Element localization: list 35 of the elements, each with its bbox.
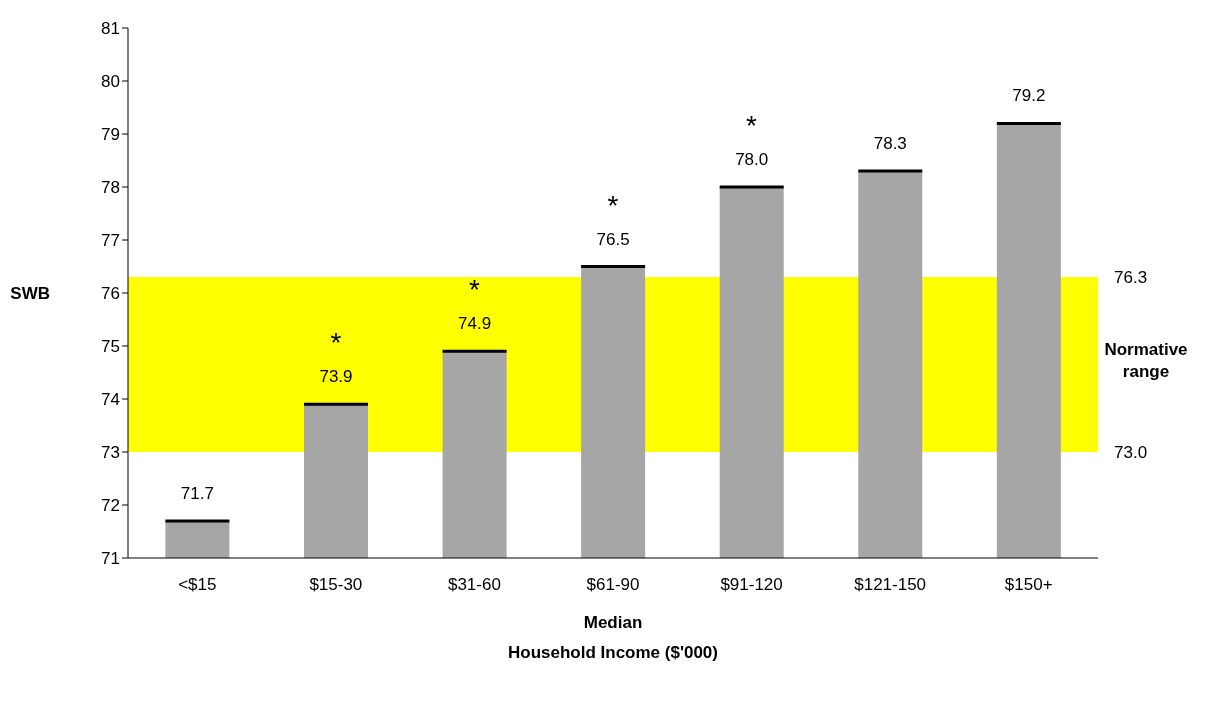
y-tick-label: 77 xyxy=(101,231,120,251)
x-tick-label: $121-150 xyxy=(854,575,927,595)
y-tick-label: 81 xyxy=(101,19,120,39)
data-label: 78.3 xyxy=(873,134,907,154)
y-tick-label: 71 xyxy=(101,549,120,569)
data-label: 74.9 xyxy=(458,314,492,334)
text: 76.3 xyxy=(1114,268,1148,288)
x-tick-label: <$15 xyxy=(178,575,217,595)
y-tick-label: 72 xyxy=(101,496,120,516)
text: 73.0 xyxy=(1114,443,1148,463)
data-label: 76.5 xyxy=(596,229,630,249)
annotation: * xyxy=(468,274,480,306)
x-tick-label: $91-120 xyxy=(720,575,783,595)
x-axis-title: Household Income ($'000) xyxy=(508,643,718,662)
y-tick-label: 74 xyxy=(101,390,120,410)
y-tick-label: 78 xyxy=(101,178,120,198)
x-tick-label: $31-60 xyxy=(447,575,501,595)
data-label: 73.9 xyxy=(319,367,353,387)
text: Median xyxy=(583,613,643,633)
data-label: 78.0 xyxy=(735,150,769,169)
y-tick-label: 79 xyxy=(101,125,120,145)
x-tick-label: $61-90 xyxy=(586,575,640,595)
x-tick-label: $150+ xyxy=(1004,575,1053,595)
data-label: 79.2 xyxy=(1012,86,1046,106)
x-tick-label: $15-30 xyxy=(309,575,363,595)
y-tick-label: 80 xyxy=(101,72,120,92)
y-tick-label: 73 xyxy=(101,443,120,463)
annotation: * xyxy=(746,110,758,141)
y-tick-label: 75 xyxy=(101,337,120,357)
band-label: Normative range xyxy=(1104,339,1188,381)
annotation: * xyxy=(607,189,619,221)
annotation: * xyxy=(330,327,342,359)
y-tick-label: 76 xyxy=(101,284,120,304)
y-axis-title: SWB xyxy=(10,284,50,304)
data-label: 71.7 xyxy=(180,483,214,503)
